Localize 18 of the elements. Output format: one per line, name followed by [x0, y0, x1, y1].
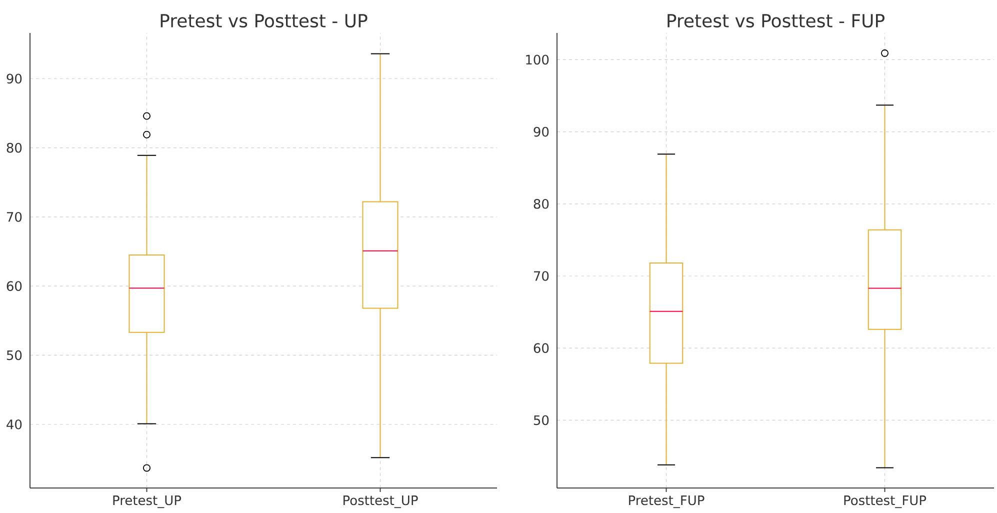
x-tick-label: Posttest_UP [344, 496, 418, 508]
y-tick-label: 40 [6, 419, 22, 430]
y-tick-label: 60 [6, 281, 22, 292]
chart-title: Pretest vs Posttest - FUP [668, 14, 884, 28]
y-tick-label: 50 [534, 415, 549, 426]
x-tick-label: Pretest_FUP [629, 496, 704, 508]
y-tick-label: 70 [7, 212, 22, 222]
y-tick-label: 90 [534, 126, 549, 137]
y-tick-label: 50 [6, 350, 22, 360]
x-tick-label: Pretest_UP [113, 496, 182, 508]
y-tick-label: 80 [534, 198, 549, 209]
y-tick-label: 60 [534, 343, 549, 354]
y-tick-label: 100 [526, 54, 549, 65]
y-tick-label: 70 [534, 271, 549, 281]
y-tick-label: 80 [6, 142, 22, 153]
x-tick-label: Posttest_FUP [844, 496, 926, 508]
chart-title: Pretest vs Posttest - UP [160, 14, 368, 28]
y-tick-label: 90 [6, 74, 22, 84]
